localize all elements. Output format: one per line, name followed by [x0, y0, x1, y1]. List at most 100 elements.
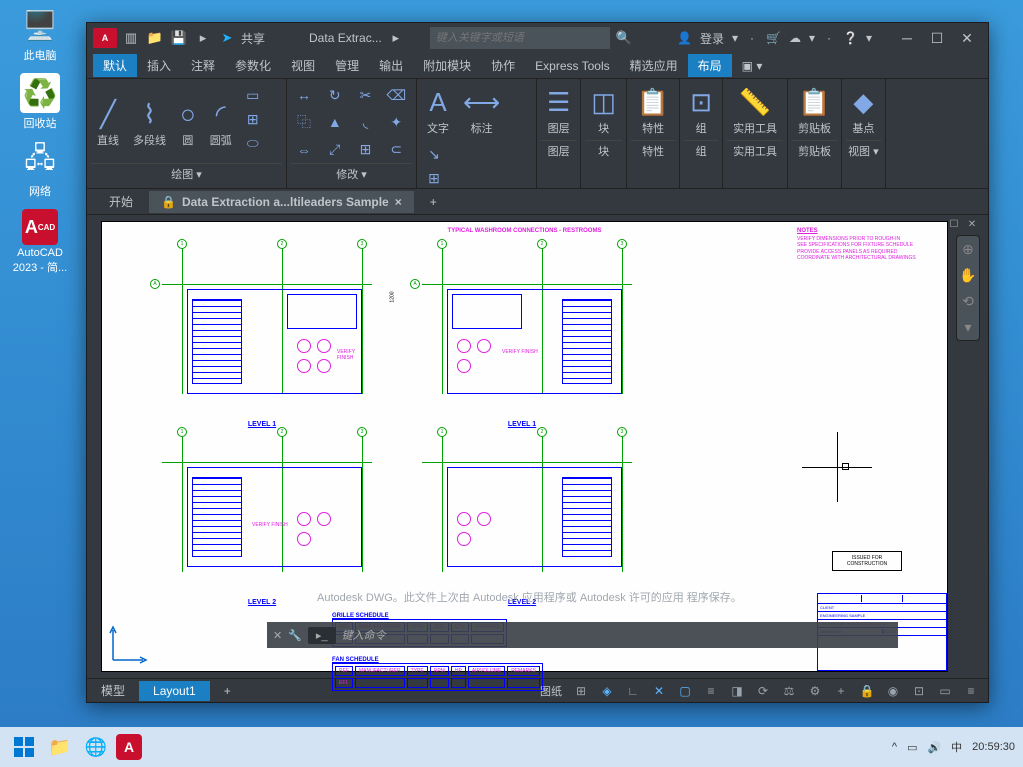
open-icon[interactable]: 📁: [145, 28, 165, 48]
login-dropdown-icon[interactable]: ▾: [732, 31, 738, 45]
scale-icon[interactable]: ⤢: [322, 138, 348, 162]
menu-addins[interactable]: 附加模块: [413, 54, 481, 77]
status-paper-label[interactable]: 图纸: [540, 683, 562, 699]
clipboard-button[interactable]: 📋剪贴板: [792, 83, 837, 140]
osnap-toggle-icon[interactable]: ▢: [674, 681, 696, 701]
desktop-icon-computer[interactable]: 🖥️此电脑: [5, 5, 75, 63]
panel-title[interactable]: 剪贴板: [792, 140, 837, 161]
panel-title[interactable]: 组: [684, 140, 718, 161]
help-dropdown-icon[interactable]: ▾: [866, 31, 872, 45]
qat-more-icon[interactable]: ▸: [193, 28, 213, 48]
search-icon[interactable]: 🔍: [614, 28, 634, 48]
clean-icon[interactable]: ▭: [934, 681, 956, 701]
array-icon[interactable]: ⊞: [353, 138, 379, 162]
cycling-icon[interactable]: ⟳: [752, 681, 774, 701]
polyline-button[interactable]: ⌇多段线: [127, 83, 172, 163]
menu-layout[interactable]: 布局: [688, 54, 732, 77]
close-button[interactable]: ✕: [952, 26, 982, 50]
stretch-icon[interactable]: ⇔: [291, 138, 317, 162]
annoscale-icon[interactable]: ⚖: [778, 681, 800, 701]
explorer-icon[interactable]: 📁: [44, 731, 76, 763]
edge-icon[interactable]: 🌐: [80, 731, 112, 763]
user-icon[interactable]: 👤: [677, 31, 692, 45]
desktop-icon-autocad[interactable]: ACADAutoCAD 2023 - 简...: [5, 209, 75, 275]
circle-button[interactable]: ○圆: [174, 83, 202, 163]
cart-icon[interactable]: 🛒: [766, 31, 781, 45]
panel-title[interactable]: 视图 ▾: [846, 140, 881, 161]
menu-parametric[interactable]: 参数化: [225, 54, 281, 77]
ellipse-icon[interactable]: ⬭: [240, 131, 266, 155]
hardware-icon[interactable]: ⊡: [908, 681, 930, 701]
layers-button[interactable]: ☰图层: [541, 83, 576, 140]
menu-overflow-icon[interactable]: ▣ ▾: [732, 56, 773, 76]
doc-close-icon[interactable]: ✕: [964, 217, 980, 231]
lineweight-icon[interactable]: ≡: [700, 681, 722, 701]
a360-icon[interactable]: ☁: [789, 31, 801, 45]
login-label[interactable]: 登录: [700, 30, 724, 47]
layout-tab-model[interactable]: 模型: [87, 679, 139, 702]
navwheel-icon[interactable]: ⊕: [957, 236, 979, 262]
block-button[interactable]: ◫块: [585, 83, 622, 140]
nav-more-icon[interactable]: ▾: [957, 314, 979, 340]
customize-icon[interactable]: ≡: [960, 681, 982, 701]
panel-title[interactable]: 绘图 ▾: [91, 163, 282, 184]
tray-chevron-icon[interactable]: ^: [892, 741, 897, 753]
layout-tab-layout1[interactable]: Layout1: [139, 681, 210, 701]
ime-indicator[interactable]: 中: [951, 739, 962, 755]
search-input[interactable]: [430, 27, 610, 49]
layout-tab-add[interactable]: +: [210, 681, 245, 701]
polar-toggle-icon[interactable]: ✕: [648, 681, 670, 701]
table-icon[interactable]: ⊞: [421, 166, 447, 190]
rotate-icon[interactable]: ↻: [322, 83, 348, 107]
tab-start[interactable]: 开始: [97, 189, 145, 214]
title-dropdown-icon[interactable]: ▸: [386, 28, 406, 48]
move-icon[interactable]: ↔: [291, 83, 317, 107]
arc-button[interactable]: ◜圆弧: [204, 83, 238, 163]
dimension-button[interactable]: ⟷标注: [457, 83, 506, 140]
autocad-taskbar-icon[interactable]: A: [116, 734, 142, 760]
menu-featured[interactable]: 精选应用: [620, 54, 688, 77]
tray-display-icon[interactable]: ▭: [907, 741, 917, 754]
grid-toggle-icon[interactable]: ⊞: [570, 681, 592, 701]
rect-icon[interactable]: ▭: [240, 83, 266, 107]
hatch-icon[interactable]: ⊞: [240, 107, 266, 131]
menu-annotate[interactable]: 注释: [181, 54, 225, 77]
line-button[interactable]: ╱直线: [91, 83, 125, 163]
panel-title[interactable]: 块: [585, 140, 622, 161]
pan-icon[interactable]: ✋: [957, 262, 979, 288]
lock-icon[interactable]: 🔒: [856, 681, 878, 701]
utilities-button[interactable]: 📏实用工具: [727, 83, 783, 140]
start-button[interactable]: [8, 731, 40, 763]
doc-maximize-icon[interactable]: ☐: [946, 217, 962, 231]
panel-title[interactable]: 修改 ▾: [291, 163, 412, 184]
a360-dropdown-icon[interactable]: ▾: [809, 31, 815, 45]
fillet-icon[interactable]: ◟: [353, 110, 379, 134]
desktop-icon-recycle[interactable]: ♻️回收站: [5, 73, 75, 131]
orbit-icon[interactable]: ⟲: [957, 288, 979, 314]
command-line[interactable]: ✕ 🔧 ▸_ 键入命令: [267, 622, 898, 648]
menu-insert[interactable]: 插入: [137, 54, 181, 77]
offset-icon[interactable]: ⊂: [383, 138, 409, 162]
panel-title[interactable]: 图层: [541, 140, 576, 161]
tray-volume-icon[interactable]: 🔊: [927, 741, 941, 754]
cmd-config-icon[interactable]: 🔧: [288, 629, 302, 642]
snap-toggle-icon[interactable]: ◈: [596, 681, 618, 701]
panel-title[interactable]: 实用工具: [727, 140, 783, 161]
ortho-toggle-icon[interactable]: ∟: [622, 681, 644, 701]
plus-icon[interactable]: +: [830, 681, 852, 701]
group-button[interactable]: ⊡组: [684, 83, 718, 140]
new-icon[interactable]: ▥: [121, 28, 141, 48]
cmd-close-icon[interactable]: ✕: [273, 629, 282, 642]
minimize-button[interactable]: ─: [892, 26, 922, 50]
mirror-icon[interactable]: ▲: [322, 110, 348, 134]
tab-add[interactable]: +: [418, 191, 449, 213]
leader-icon[interactable]: ↘: [421, 142, 447, 166]
panel-title[interactable]: 特性: [631, 140, 675, 161]
menu-output[interactable]: 输出: [369, 54, 413, 77]
clock[interactable]: 20:59:30: [972, 741, 1015, 753]
menu-collaborate[interactable]: 协作: [481, 54, 525, 77]
menu-express[interactable]: Express Tools: [525, 56, 619, 76]
trim-icon[interactable]: ✂: [353, 83, 379, 107]
menu-manage[interactable]: 管理: [325, 54, 369, 77]
tab-close-icon[interactable]: ×: [395, 195, 402, 209]
